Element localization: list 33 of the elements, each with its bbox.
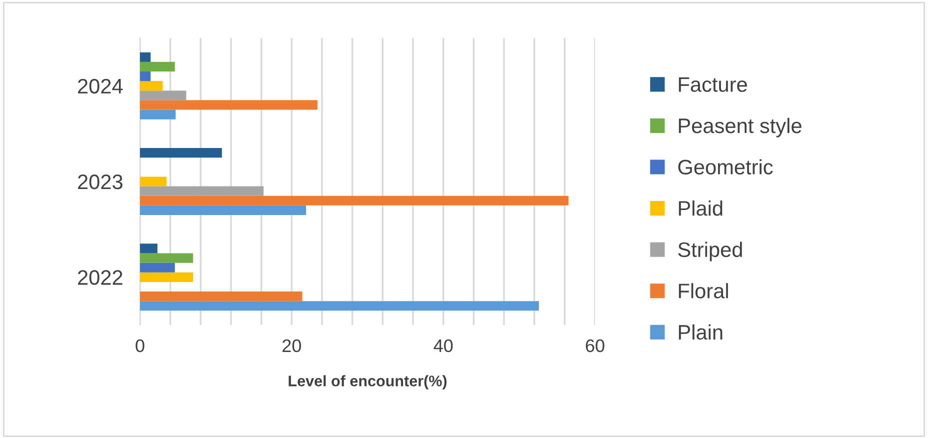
bar bbox=[140, 205, 306, 215]
bar bbox=[140, 52, 151, 62]
bar bbox=[140, 262, 175, 272]
bar bbox=[140, 292, 302, 302]
bar bbox=[140, 301, 539, 311]
y-tick-label: 2023 bbox=[78, 174, 122, 190]
bar bbox=[140, 110, 176, 120]
bar bbox=[140, 186, 264, 196]
legend-label: Geometric bbox=[678, 159, 773, 174]
legend-label: Striped bbox=[678, 242, 742, 262]
legend-label: Facture bbox=[678, 77, 747, 92]
bar bbox=[140, 244, 158, 254]
bar bbox=[140, 253, 194, 263]
x-tick-label: 60 bbox=[586, 339, 604, 352]
bar bbox=[140, 148, 222, 158]
bar bbox=[140, 90, 186, 100]
legend-label: Plaid bbox=[678, 200, 722, 216]
y-tick-label: 2022 bbox=[78, 270, 122, 285]
x-tick-label: 40 bbox=[434, 339, 453, 352]
legend-label: Floral bbox=[678, 283, 728, 298]
x-axis-title: Level of encounter(%) bbox=[288, 375, 447, 390]
bar bbox=[140, 272, 194, 282]
legend-label: Plain bbox=[678, 324, 722, 340]
bar bbox=[140, 100, 318, 110]
bar bbox=[140, 71, 151, 82]
bar bbox=[140, 196, 568, 206]
legend-label: Peasent style bbox=[678, 118, 802, 138]
x-tick-label: 20 bbox=[282, 339, 302, 352]
bar bbox=[140, 81, 163, 91]
x-tick-label: 0 bbox=[136, 339, 144, 352]
bar bbox=[140, 62, 175, 72]
bar bbox=[140, 176, 167, 186]
y-tick-label: 2024 bbox=[78, 78, 123, 94]
